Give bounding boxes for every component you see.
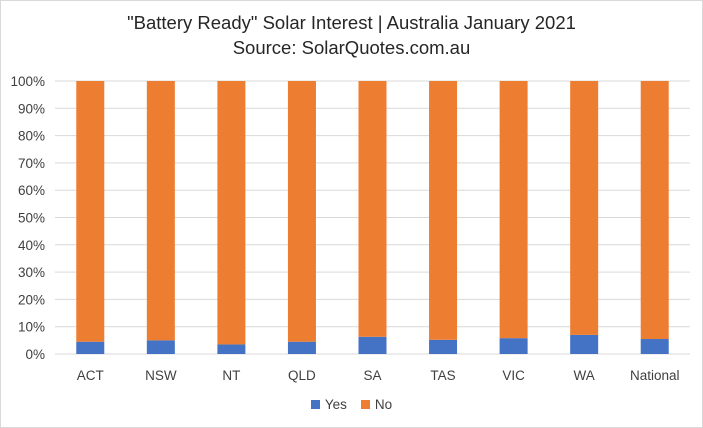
bars (76, 81, 669, 354)
bar-no-nt (217, 81, 246, 345)
bar-no-act (76, 81, 105, 342)
y-tick-label: 60% (18, 183, 45, 198)
bar-yes-nt (217, 344, 246, 354)
bar-yes-sa (358, 336, 387, 354)
y-tick-label: 50% (18, 211, 45, 226)
y-tick-label: 80% (18, 129, 45, 144)
y-tick-label: 90% (18, 101, 45, 116)
bar-no-qld (287, 81, 316, 342)
legend-label-yes: Yes (324, 397, 347, 412)
bar-yes-vic (499, 338, 528, 354)
y-tick-label: 70% (18, 156, 45, 171)
bar-yes-qld (287, 341, 316, 354)
y-tick-label: 30% (18, 265, 45, 280)
bar-no-wa (570, 81, 599, 335)
bar-yes-act (76, 341, 105, 354)
chart-subtitle: Source: SolarQuotes.com.au (232, 37, 471, 58)
bar-no-national (640, 81, 669, 339)
legend-label-no: No (374, 397, 393, 412)
y-tick-label: 100% (10, 74, 45, 89)
bar-no-tas (429, 81, 458, 340)
bar-no-vic (499, 81, 528, 339)
legend-item-no: No (360, 397, 393, 412)
x-tick-label: NT (222, 368, 240, 383)
bar-yes-national (640, 338, 669, 354)
bar-no-sa (358, 81, 387, 337)
x-axis: ACT NSW NT QLD SA TAS VIC WA National (77, 368, 680, 383)
x-tick-label: SA (363, 368, 381, 383)
x-tick-label: ACT (77, 368, 104, 383)
legend-swatch-no (360, 400, 370, 409)
bar-yes-nsw (146, 340, 175, 354)
y-tick-label: 0% (25, 347, 45, 362)
x-tick-label: WA (574, 368, 595, 383)
chart-title: "Battery Ready" Solar Interest | Austral… (127, 12, 576, 33)
legend: Yes No (0, 397, 703, 412)
y-tick-label: 20% (18, 292, 45, 307)
x-tick-label: TAS (430, 368, 455, 383)
x-tick-label: QLD (288, 368, 316, 383)
y-tick-label: 40% (18, 238, 45, 253)
x-tick-label: NSW (145, 368, 177, 383)
bar-yes-wa (570, 334, 599, 354)
y-tick-label: 10% (18, 320, 45, 335)
x-tick-label: VIC (502, 368, 525, 383)
bar-no-nsw (146, 81, 175, 341)
x-tick-label: National (630, 368, 680, 383)
y-axis: 0% 10% 20% 30% 40% 50% 60% 70% 80% 90% 100% (10, 74, 45, 362)
bar-yes-tas (429, 339, 458, 354)
legend-swatch-yes (310, 400, 320, 409)
legend-item-yes: Yes (310, 397, 347, 412)
